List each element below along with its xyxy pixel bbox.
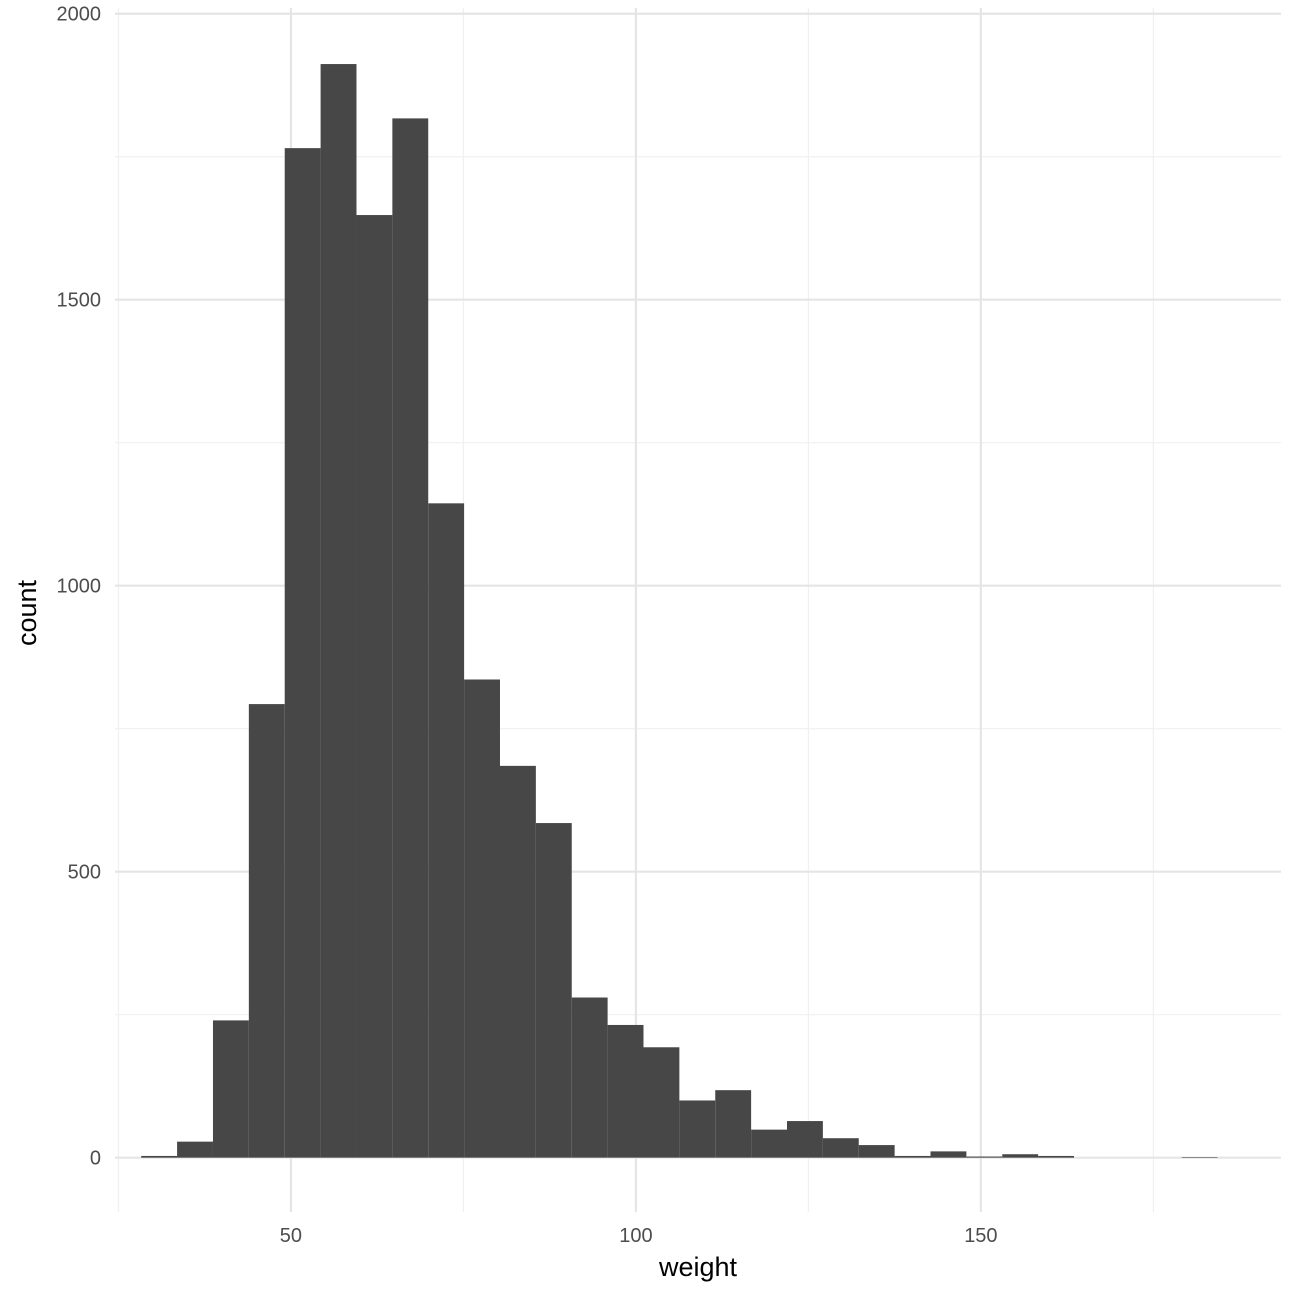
x-tick-label: 100 [619,1225,652,1247]
y-axis-title: count [12,579,42,646]
y-axis-tick-labels: 0 500 1000 1500 2000 [57,4,102,1170]
histogram-bar [787,1121,823,1158]
y-tick-label: 500 [68,862,101,884]
histogram-bar [966,1156,1003,1158]
histogram-bar [571,997,608,1158]
histogram-bar [428,503,465,1158]
histogram-bar [822,1138,859,1158]
histogram-bar [212,1020,249,1158]
x-tick-label: 150 [964,1225,997,1247]
x-axis-title: weight [658,1252,738,1282]
histogram-bar [177,1141,213,1158]
histogram-bar [679,1100,716,1158]
histogram-bar [858,1145,895,1158]
histogram-bar [607,1024,644,1158]
histogram-bar [1181,1157,1218,1158]
y-tick-label: 1000 [57,576,102,598]
histogram-bar [248,704,285,1158]
x-axis-tick-labels: 50 100 150 [280,1225,998,1247]
histogram-bar [392,118,429,1158]
histogram-bar [464,679,500,1158]
x-tick-label: 50 [280,1225,302,1247]
y-tick-label: 0 [90,1148,101,1170]
histogram-bar [751,1129,788,1158]
histogram-bar [535,823,572,1158]
histogram-bar [1038,1155,1075,1158]
histogram-bar [284,148,321,1158]
y-tick-label: 2000 [57,4,102,26]
y-tick-label: 1500 [57,290,102,312]
histogram-bars [141,64,1218,1158]
histogram-bar [499,765,536,1158]
histogram-bar [715,1090,752,1158]
histogram-bar [320,64,357,1158]
histogram-bar [356,215,393,1158]
histogram-bar [643,1047,680,1158]
histogram-bar [894,1155,931,1158]
histogram-bar [1002,1154,1039,1158]
histogram-bar [930,1151,967,1158]
histogram-bar [141,1155,178,1158]
